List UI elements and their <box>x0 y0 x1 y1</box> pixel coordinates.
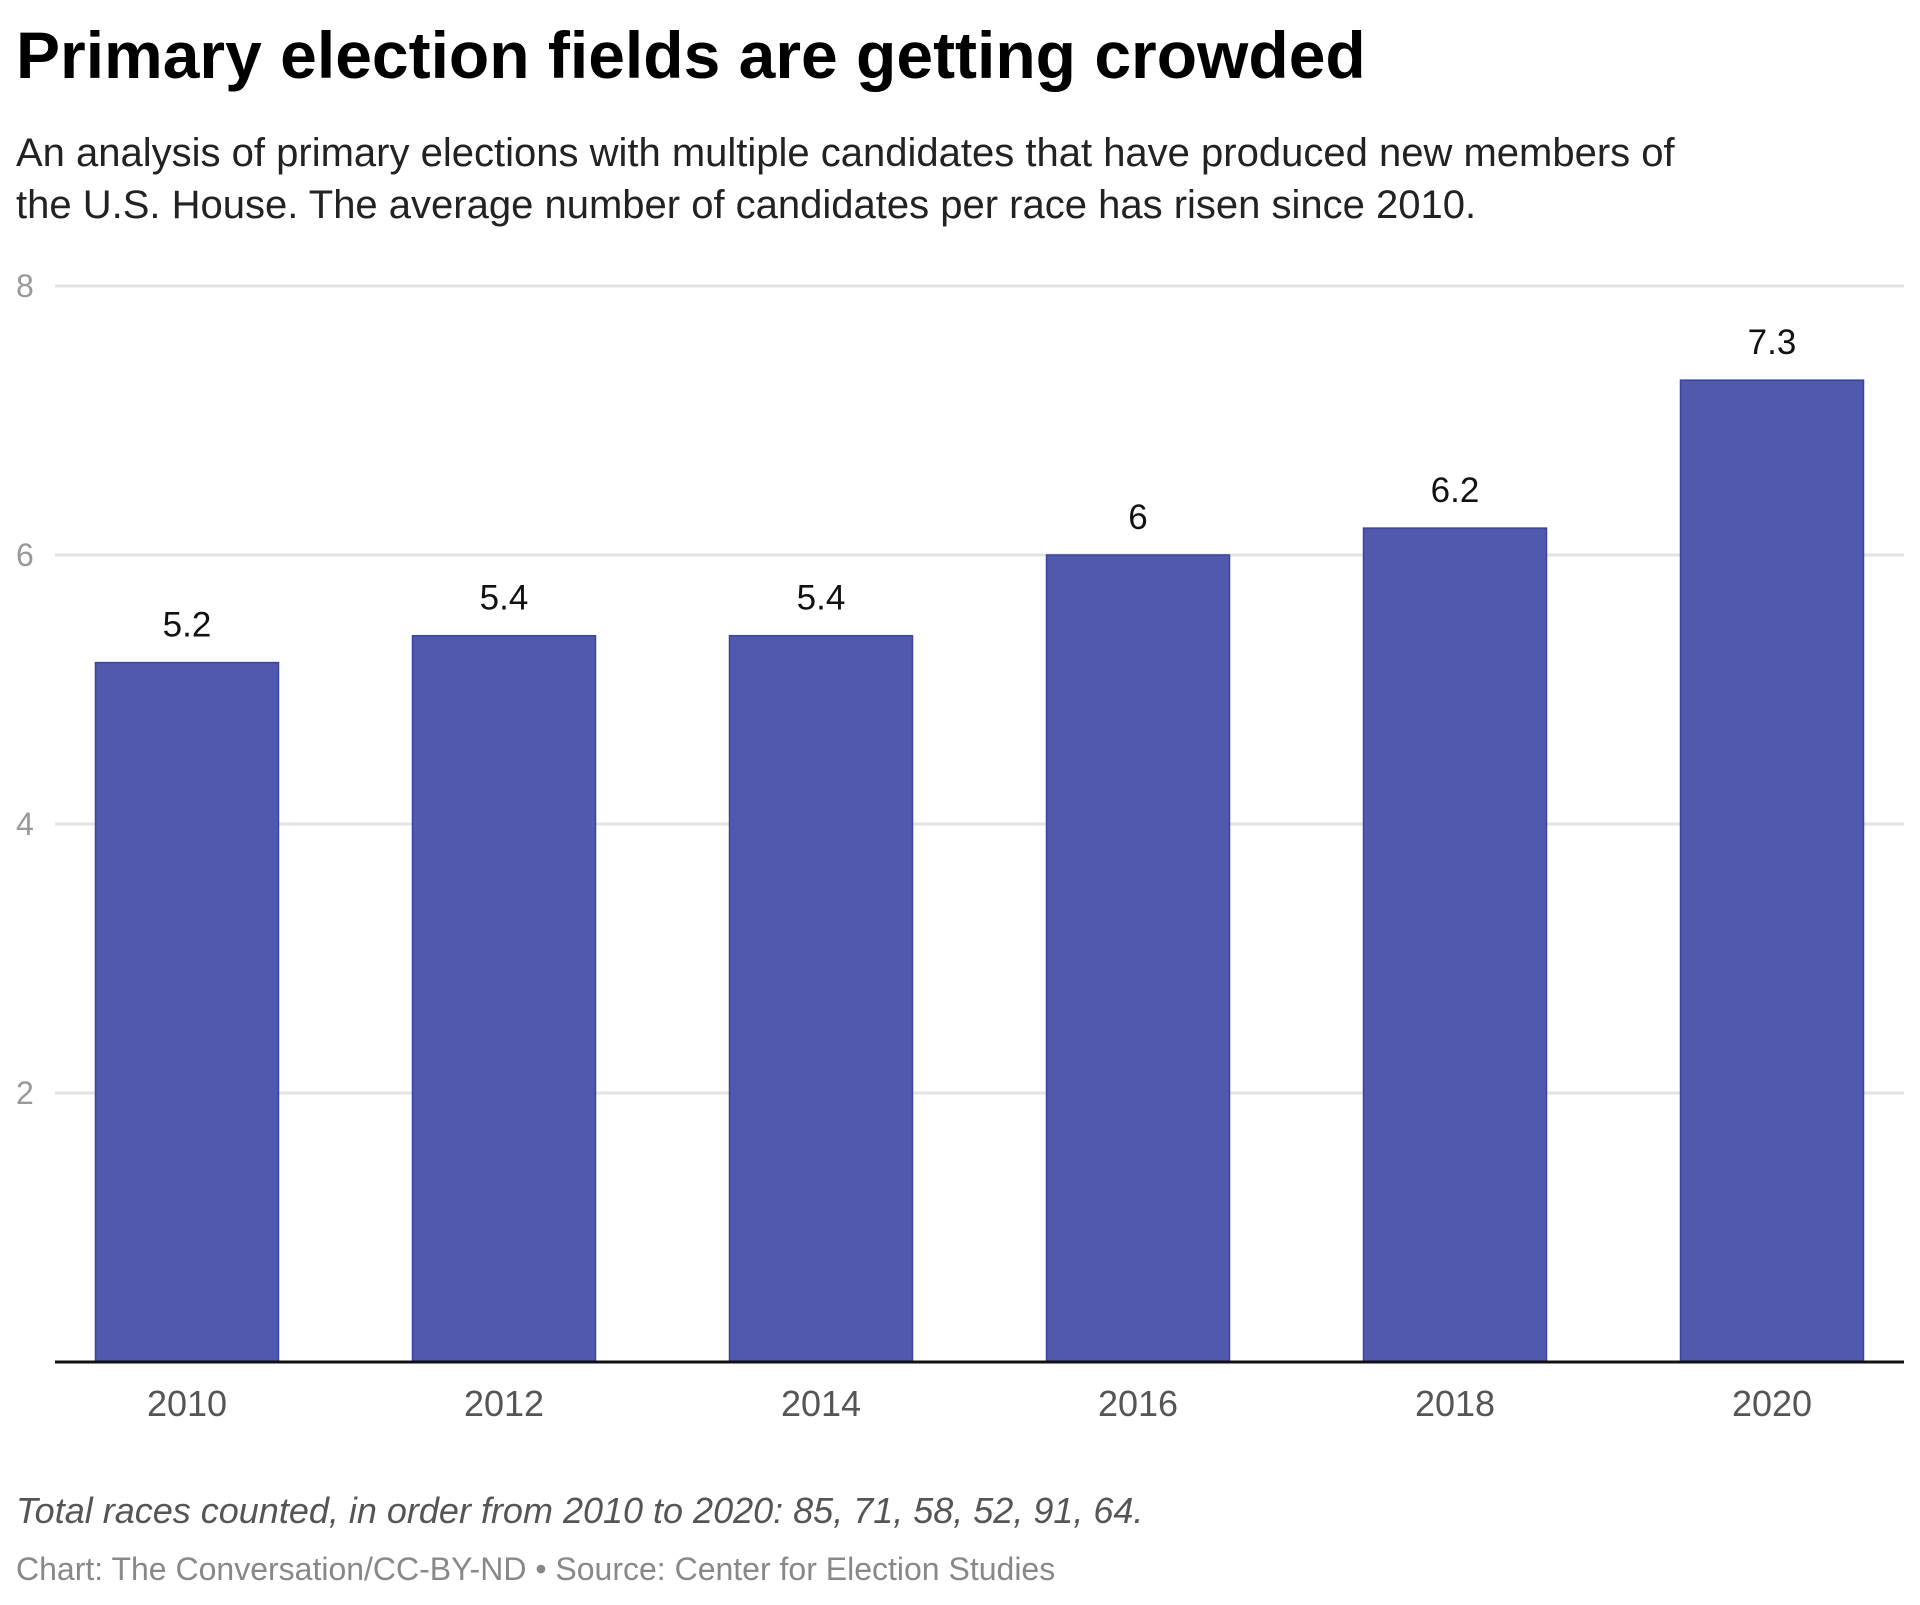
y-tick-label: 2 <box>16 1075 34 1111</box>
x-tick-label: 2020 <box>1732 1383 1812 1424</box>
value-label: 5.4 <box>480 579 529 618</box>
chart-note: Total races counted, in order from 2010 … <box>16 1490 1143 1531</box>
chart-subtitle-line-1: An analysis of primary elections with mu… <box>16 131 1676 175</box>
x-axis-labels: 2010 2012 2014 2016 2018 2020 <box>147 1383 1812 1424</box>
bar-2020 <box>1679 379 1865 1363</box>
value-label: 5.2 <box>163 606 212 645</box>
value-label: 7.3 <box>1748 323 1797 362</box>
value-label: 6.2 <box>1431 471 1480 510</box>
bar-2018 <box>1362 527 1548 1363</box>
x-tick-label: 2018 <box>1415 1383 1495 1424</box>
y-tick-label: 4 <box>16 806 34 842</box>
x-tick-label: 2014 <box>781 1383 861 1424</box>
bar-2016 <box>1045 554 1231 1363</box>
bar-2014 <box>728 634 914 1363</box>
value-label: 6 <box>1128 498 1147 537</box>
chart-credit: Chart: The Conversation/CC-BY-ND • Sourc… <box>16 1551 1055 1587</box>
gridlines <box>55 284 1904 1095</box>
y-axis-ticks: 2 4 6 8 <box>16 268 34 1111</box>
value-label: 5.4 <box>797 579 846 618</box>
bars <box>94 379 1865 1363</box>
x-tick-label: 2010 <box>147 1383 227 1424</box>
bar-2010 <box>94 661 280 1363</box>
y-tick-label: 8 <box>16 268 34 304</box>
x-tick-label: 2016 <box>1098 1383 1178 1424</box>
x-tick-label: 2012 <box>464 1383 544 1424</box>
chart-title: Primary election fields are getting crow… <box>16 18 1366 92</box>
bar-2012 <box>411 634 597 1363</box>
y-tick-label: 6 <box>16 537 34 573</box>
value-labels: 5.2 5.4 5.4 6 6.2 7.3 <box>163 323 1797 644</box>
chart-subtitle-line-2: the U.S. House. The average number of ca… <box>16 183 1476 227</box>
